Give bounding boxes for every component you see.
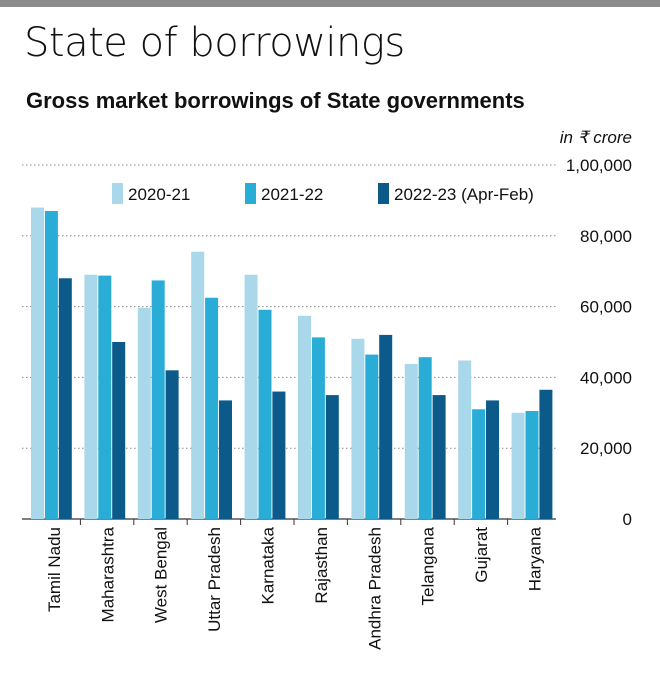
bar bbox=[191, 251, 205, 520]
x-tick-label: Maharashtra bbox=[98, 526, 117, 622]
legend-swatch bbox=[245, 183, 256, 204]
bar bbox=[379, 334, 393, 519]
x-tick-label: Andhra Pradesh bbox=[365, 527, 384, 650]
y-tick-label: 60,000 bbox=[580, 298, 632, 317]
x-tick-label: Rajasthan bbox=[312, 527, 331, 604]
bar bbox=[511, 412, 525, 519]
y-tick-label: 80,000 bbox=[580, 227, 632, 246]
bar bbox=[137, 307, 151, 519]
legend-label: 2021-22 bbox=[261, 185, 323, 204]
chart-subtitle: Gross market borrowings of State governm… bbox=[26, 88, 525, 113]
chart-title: State of borrowings bbox=[24, 20, 405, 66]
top-rule bbox=[0, 0, 660, 7]
bar bbox=[418, 357, 432, 519]
bar bbox=[404, 364, 418, 519]
legend-swatch bbox=[112, 183, 123, 204]
y-tick-label: 0 bbox=[623, 510, 632, 529]
bar bbox=[44, 211, 58, 519]
x-tick-label: West Bengal bbox=[152, 527, 171, 623]
bar bbox=[84, 274, 98, 519]
x-tick-label: Haryana bbox=[525, 526, 544, 591]
x-tick-label: Karnataka bbox=[258, 526, 277, 604]
bar bbox=[98, 275, 112, 519]
bar bbox=[351, 338, 365, 519]
y-tick-label: 20,000 bbox=[580, 439, 632, 458]
bar bbox=[486, 400, 499, 519]
legend-label: 2022-23 (Apr-Feb) bbox=[394, 185, 534, 204]
legend-swatch bbox=[378, 183, 389, 204]
x-tick-label: Telangana bbox=[419, 526, 438, 605]
bar bbox=[525, 411, 539, 519]
bar bbox=[272, 391, 286, 519]
y-tick-label: 40,000 bbox=[580, 368, 632, 387]
x-tick-label: Uttar Pradesh bbox=[205, 527, 224, 632]
y-tick-label: 1,00,000 bbox=[566, 156, 632, 175]
bar bbox=[298, 315, 311, 519]
bar bbox=[58, 278, 72, 519]
bar bbox=[539, 389, 553, 519]
bar bbox=[472, 409, 486, 519]
bar bbox=[432, 395, 446, 519]
unit-label: in ₹ crore bbox=[560, 128, 632, 147]
bar bbox=[365, 354, 379, 519]
legend-label: 2020-21 bbox=[128, 185, 190, 204]
bar bbox=[325, 395, 339, 519]
bar bbox=[458, 360, 472, 519]
bar bbox=[244, 274, 258, 519]
x-tick-label: Tamil Nadu bbox=[45, 527, 64, 612]
x-tick-label: Gujarat bbox=[472, 527, 491, 583]
bar bbox=[258, 309, 272, 519]
bar bbox=[165, 370, 179, 519]
bar bbox=[31, 207, 44, 520]
bar bbox=[219, 400, 232, 519]
bar bbox=[112, 342, 126, 519]
bar bbox=[205, 297, 219, 519]
bar bbox=[151, 280, 165, 519]
bar bbox=[311, 337, 325, 519]
